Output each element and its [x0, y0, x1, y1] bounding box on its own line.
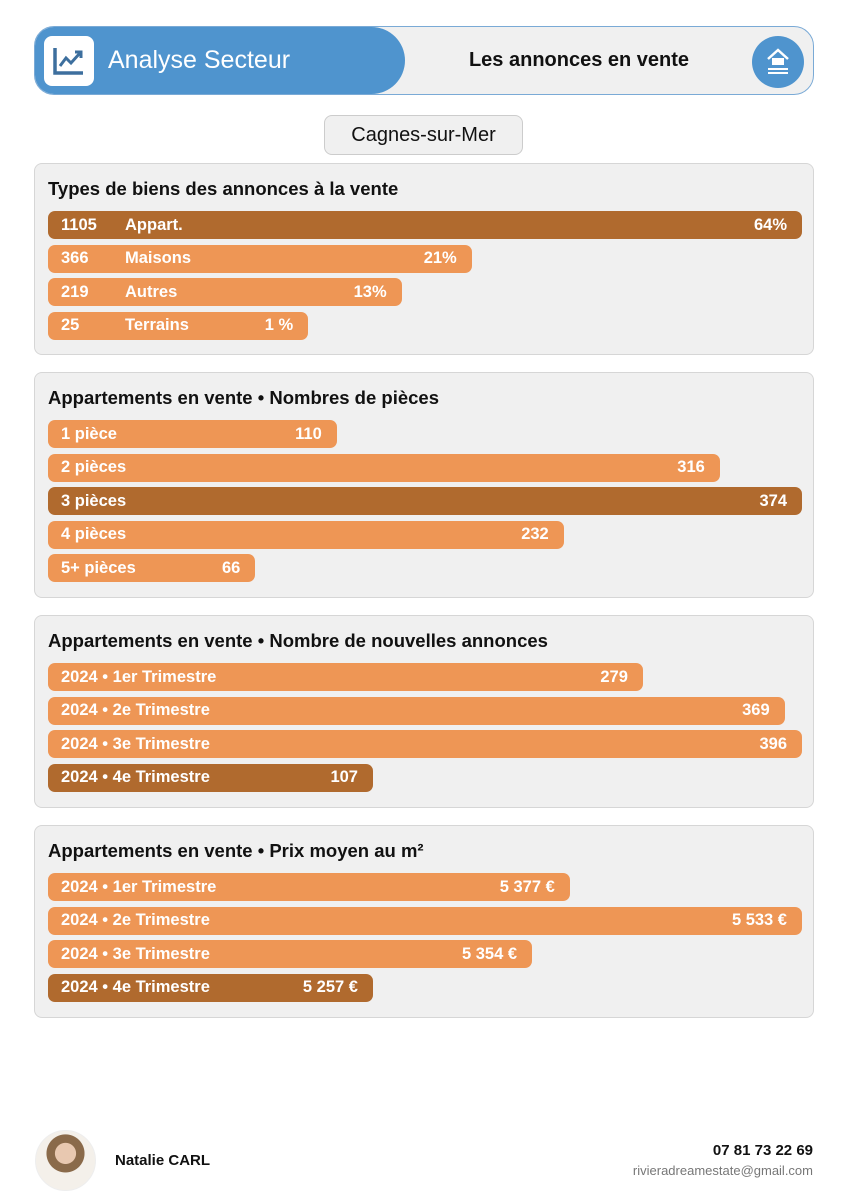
- card-average-price: Appartements en vente • Prix moyen au m²…: [34, 825, 814, 1018]
- header-subtitle: Les annonces en vente: [468, 49, 690, 71]
- bar-value: 5 257 €: [302, 978, 358, 996]
- bar-label: 4 pièces: [61, 525, 127, 543]
- home-icon[interactable]: [752, 36, 804, 88]
- bar-label: Autres: [125, 282, 178, 301]
- bar-count: 25: [61, 316, 80, 334]
- bar-row: 2024 • 3e Trimestre 396: [48, 730, 802, 758]
- bar-label: 2024 • 4e Trimestre: [61, 978, 210, 996]
- bar-value: 5 354 €: [462, 944, 518, 963]
- bar-row: 3 pièces 374: [48, 487, 802, 515]
- bar-value: 13%: [353, 282, 387, 301]
- bar-count: 219: [61, 282, 89, 301]
- card-title: Appartements en vente • Nombre de nouvel…: [48, 630, 548, 651]
- bar-value: 279: [600, 667, 628, 686]
- bar-row: 4 pièces 232: [48, 520, 564, 549]
- bar-label: 2 pièces: [61, 458, 127, 476]
- bar-label: Appart.: [125, 215, 183, 234]
- bar-label: 2024 • 2e Trimestre: [61, 701, 210, 719]
- bar-label: 2024 • 4e Trimestre: [61, 768, 210, 786]
- city-label: Cagnes-sur-Mer: [324, 115, 523, 155]
- bar-row: 219 Autres 13%: [48, 278, 402, 306]
- bar-row: 2024 • 1er Trimestre 279: [48, 663, 643, 691]
- bar-label: 2024 • 2e Trimestre: [61, 911, 210, 929]
- agent-email[interactable]: rivieradreamestate@gmail.com: [632, 1163, 813, 1178]
- bar-count: 366: [61, 249, 89, 267]
- bar-value: 5 533 €: [731, 911, 787, 929]
- bar-row: 2024 • 3e Trimestre 5 354 €: [48, 940, 533, 968]
- bar-value: 232: [521, 525, 549, 543]
- card-title: Types de biens des annonces à la vente: [48, 178, 399, 199]
- bar-value: 396: [759, 734, 787, 753]
- bar-label: 2024 • 1er Trimestre: [61, 667, 217, 686]
- bar-value: 64%: [753, 215, 787, 234]
- header-banner: Analyse Secteur Les annonces en vente: [34, 26, 814, 95]
- bar-row: 1 pièce 110: [48, 420, 337, 448]
- bar-value: 369: [742, 701, 770, 719]
- bar-row: 25 Terrains 1 %: [48, 311, 309, 340]
- bar-row: 2 pièces 316: [48, 453, 720, 482]
- bar-value: 374: [759, 491, 787, 510]
- chart-trend-icon: [44, 35, 94, 86]
- bar-value: 107: [330, 768, 358, 786]
- bar-label: Terrains: [125, 316, 189, 334]
- card-new-listings: Appartements en vente • Nombre de nouvel…: [34, 615, 814, 808]
- bar-label: 2024 • 1er Trimestre: [61, 877, 217, 896]
- bar-value: 1 %: [264, 316, 294, 334]
- bar-label: 5+ pièces: [61, 558, 136, 577]
- bar-label: 2024 • 3e Trimestre: [61, 944, 210, 963]
- bar-row: 2024 • 2e Trimestre 369: [48, 696, 785, 725]
- bar-label: Maisons: [125, 249, 192, 267]
- bar-row: 2024 • 4e Trimestre 5 257 €: [48, 973, 373, 1002]
- header-title-block: Analyse Secteur: [35, 27, 405, 94]
- bar-row: 2024 • 1er Trimestre 5 377 €: [48, 873, 570, 901]
- bar-value: 5 377 €: [499, 877, 555, 896]
- bar-label: 2024 • 3e Trimestre: [61, 734, 210, 753]
- bar-count: 1105: [61, 215, 97, 234]
- agent-phone[interactable]: 07 81 73 22 69: [712, 1142, 813, 1159]
- bar-label: 3 pièces: [61, 491, 127, 510]
- bar-row: 2024 • 4e Trimestre 107: [48, 763, 373, 792]
- bar-row: 5+ pièces 66: [48, 554, 256, 582]
- avatar: [35, 1130, 96, 1191]
- bar-row: 366 Maisons 21%: [48, 244, 472, 273]
- bar-label: 1 pièce: [61, 424, 117, 443]
- card-property-types: Types de biens des annonces à la vente 1…: [34, 163, 814, 355]
- bar-value: 66: [221, 558, 241, 577]
- bar-value: 110: [295, 424, 322, 443]
- card-room-counts: Appartements en vente • Nombres de pièce…: [34, 372, 814, 598]
- header-title: Analyse Secteur: [108, 46, 291, 74]
- bar-row: 1105 Appart. 64%: [48, 211, 802, 239]
- agent-name: Natalie CARL: [115, 1152, 211, 1169]
- bar-row: 2024 • 2e Trimestre 5 533 €: [48, 906, 802, 935]
- card-title: Appartements en vente • Nombres de pièce…: [48, 387, 439, 408]
- bar-value: 316: [677, 458, 705, 476]
- card-title: Appartements en vente • Prix moyen au m²: [48, 840, 424, 861]
- bar-value: 21%: [423, 249, 457, 267]
